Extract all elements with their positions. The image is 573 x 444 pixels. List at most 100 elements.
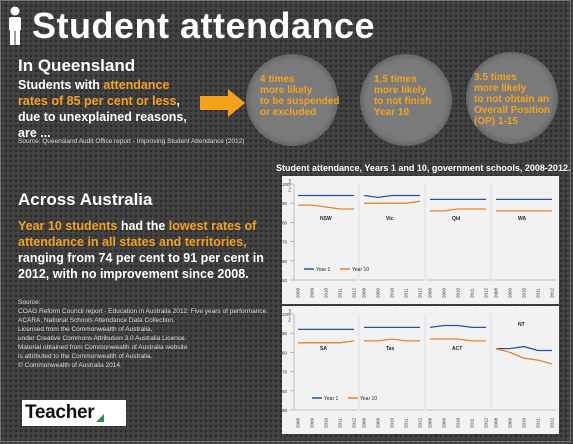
x-tick-label: 2010 — [456, 287, 461, 298]
y-tick-label: 60 — [282, 389, 288, 394]
y-axis-label: Per cent — [288, 309, 292, 322]
teacher-logo: Teacher — [22, 400, 126, 426]
y-tick-label: 60 — [282, 259, 288, 264]
chart-title: Student attendance, Years 1 and 10, gove… — [276, 163, 571, 173]
x-tick-label: 2009 — [442, 287, 447, 298]
x-tick-label: 2012 — [484, 417, 489, 428]
stat-circle-1-line: or excluded — [260, 107, 317, 118]
series-year10-line-nsw — [298, 204, 354, 210]
stat-circle-2-line: 1.5 times — [374, 74, 417, 85]
queensland-heading: In Queensland — [18, 56, 136, 75]
stat-circle-2-line: more likely — [374, 85, 427, 96]
stat-circle-1-line: 4 times — [260, 74, 295, 85]
stat-circle-3: 3.5 times more likely to not obtain an Over… — [466, 52, 558, 144]
y-tick-label: 70 — [282, 240, 288, 245]
panel-label-act: ACT — [452, 346, 462, 352]
australia-source: Source: COAG Reform Council report - Educ… — [18, 298, 278, 370]
panel-label-qld: Qld — [452, 216, 460, 222]
source-line: COAG Reform Council report - Education i… — [18, 308, 268, 315]
x-tick-label: 2011 — [338, 418, 343, 428]
x-tick-label: 2008 — [362, 417, 367, 428]
stat-circle-3-line: more likely — [474, 83, 527, 94]
x-tick-label: 2009 — [376, 417, 381, 428]
legend-year10-label: Year 10 — [360, 396, 377, 402]
x-tick-label: 2012 — [352, 417, 357, 428]
source-line: © Commonwealth of Australia 2014. — [18, 362, 122, 369]
person-icon — [9, 6, 21, 45]
stat-circle-3-text: 3.5 times more likely to not obtain an Over… — [474, 72, 554, 127]
y-tick-label: 50 — [282, 408, 288, 413]
y-tick-label: 90 — [282, 331, 288, 336]
page-title: Student attendance — [32, 5, 376, 46]
x-tick-label: 2008 — [428, 287, 433, 298]
stat-circle-3-line: Overall Position — [474, 105, 551, 116]
series-year10-line-qld — [430, 208, 486, 212]
y-tick-label: 70 — [282, 370, 288, 375]
queensland-body-part1: Students with — [18, 78, 104, 92]
x-tick-label: 2009 — [508, 287, 513, 298]
stat-circle-1-text: 4 times more likely to be suspended or excl… — [260, 74, 340, 118]
legend-year10-label: Year 10 — [352, 267, 369, 273]
series-year1-line-vic — [363, 194, 420, 199]
x-tick-label: 2008 — [296, 287, 301, 298]
x-tick-label: 2012 — [484, 287, 489, 298]
panel-label-nsw: NSW — [320, 216, 332, 222]
source-line: is attributed to the Commonwealth of Aus… — [18, 353, 153, 360]
y-tick-label: 90 — [282, 201, 288, 206]
queensland-body-part2: , due to unexplained reasons, are ... — [18, 94, 187, 140]
x-tick-label: 2011 — [536, 418, 541, 428]
series-year10-line-nt — [495, 347, 553, 365]
legend-year1-label: Year 1 — [316, 267, 330, 273]
x-tick-label: 2008 — [494, 287, 499, 298]
x-tick-label: 2009 — [508, 417, 513, 428]
australia-body: Year 10 students had the lowest rates of… — [18, 218, 266, 282]
x-tick-label: 2010 — [522, 287, 527, 298]
x-tick-label: 2012 — [418, 287, 423, 298]
stat-circle-1: 4 times more likely to be suspended or excl… — [246, 54, 340, 146]
x-tick-label: 2012 — [550, 287, 555, 298]
stat-circle-3-line: to not obtain an — [474, 94, 549, 105]
queensland-source: Source: Queensland Audit Office report -… — [18, 138, 245, 145]
stat-circle-3-line: (OP) 1-15 — [474, 116, 518, 127]
x-tick-label: 2010 — [390, 287, 395, 298]
x-tick-label: 2010 — [390, 417, 395, 428]
series-year1-line-act — [429, 324, 486, 329]
arrow-right-icon — [200, 89, 245, 117]
source-line: Licensed from the Commonwealth of Austra… — [18, 326, 153, 333]
queensland-body: Students with attendance rates of 85 per… — [18, 77, 200, 141]
x-tick-label: 2011 — [404, 418, 409, 428]
series-year10-line-tas — [364, 338, 420, 342]
queensland-body-highlight: attendance rates of 85 per cent or less — [18, 78, 177, 108]
stat-circle-2-line: to not finish — [374, 96, 432, 107]
x-tick-label: 2011 — [338, 288, 343, 298]
series-year10-line-sa — [298, 340, 355, 344]
logo-text: Teacher — [25, 402, 95, 423]
panel-label-nt: NT — [518, 322, 525, 328]
australia-body-t1: had the — [117, 219, 169, 233]
x-tick-label: 2009 — [442, 417, 447, 428]
legend-year1-label: Year 1 — [324, 396, 338, 402]
australia-body-hl1: Year 10 students — [18, 219, 118, 233]
panel-label-vic: Vic — [386, 216, 394, 222]
x-tick-label: 2012 — [418, 417, 423, 428]
y-tick-label: 100 — [282, 182, 290, 187]
stat-circle-2-line: Year 10 — [374, 107, 410, 118]
x-tick-label: 2008 — [296, 417, 301, 428]
series-year1-line-nt — [496, 345, 552, 352]
australia-heading: Across Australia — [18, 190, 153, 209]
stat-circle-2: 1.5 times more likely to not finish Year 10 — [360, 54, 452, 146]
panel-label-tas: Tas — [386, 346, 394, 352]
x-tick-label: 2008 — [362, 287, 367, 298]
x-tick-label: 2012 — [550, 417, 555, 428]
source-line: Material obtained from Commonwealth of A… — [18, 344, 188, 351]
source-line: ACARA, National Schools Attendance Data … — [18, 317, 175, 324]
y-tick-label: 50 — [282, 278, 288, 283]
stat-circle-1-line: more likely — [260, 85, 313, 96]
y-tick-label: 100 — [282, 312, 290, 317]
x-tick-label: 2009 — [310, 287, 315, 298]
x-tick-label: 2008 — [494, 417, 499, 428]
x-tick-label: 2011 — [404, 288, 409, 298]
australia-body-hl2: lowest rates of attendance in all states… — [18, 219, 257, 249]
